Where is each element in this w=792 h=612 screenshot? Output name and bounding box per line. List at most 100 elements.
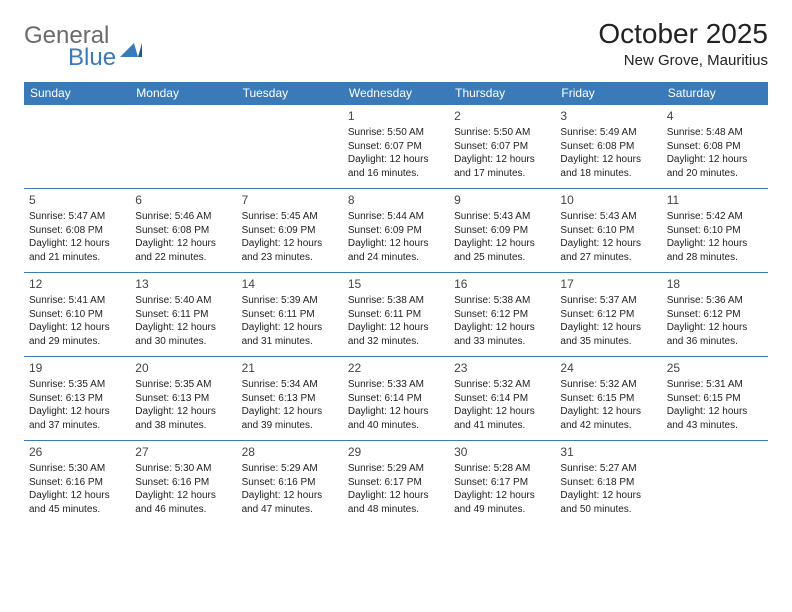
logo-text-blue: Blue bbox=[68, 44, 116, 72]
sunrise-line: Sunrise: 5:27 AM bbox=[560, 462, 656, 476]
sunrise-line: Sunrise: 5:47 AM bbox=[29, 210, 125, 224]
day-number: 2 bbox=[454, 108, 550, 124]
daylight-line: Daylight: 12 hours and 39 minutes. bbox=[242, 405, 338, 432]
daylight-line: Daylight: 12 hours and 22 minutes. bbox=[135, 237, 231, 264]
daylight-line: Daylight: 12 hours and 21 minutes. bbox=[29, 237, 125, 264]
calendar-day-cell: 18Sunrise: 5:36 AMSunset: 6:12 PMDayligh… bbox=[662, 273, 768, 357]
sunrise-line: Sunrise: 5:36 AM bbox=[667, 294, 763, 308]
sunrise-line: Sunrise: 5:38 AM bbox=[348, 294, 444, 308]
daylight-line: Daylight: 12 hours and 46 minutes. bbox=[135, 489, 231, 516]
calendar-day-cell: 24Sunrise: 5:32 AMSunset: 6:15 PMDayligh… bbox=[555, 357, 661, 441]
sunset-line: Sunset: 6:07 PM bbox=[454, 140, 550, 154]
sunrise-line: Sunrise: 5:34 AM bbox=[242, 378, 338, 392]
sunrise-line: Sunrise: 5:39 AM bbox=[242, 294, 338, 308]
day-number: 21 bbox=[242, 360, 338, 376]
calendar-table: SundayMondayTuesdayWednesdayThursdayFrid… bbox=[24, 82, 768, 525]
calendar-day-cell: 23Sunrise: 5:32 AMSunset: 6:14 PMDayligh… bbox=[449, 357, 555, 441]
calendar-day-cell: 7Sunrise: 5:45 AMSunset: 6:09 PMDaylight… bbox=[237, 189, 343, 273]
sunset-line: Sunset: 6:13 PM bbox=[242, 392, 338, 406]
sunset-line: Sunset: 6:18 PM bbox=[560, 476, 656, 490]
sunrise-line: Sunrise: 5:31 AM bbox=[667, 378, 763, 392]
daylight-line: Daylight: 12 hours and 37 minutes. bbox=[29, 405, 125, 432]
calendar-day-cell: 12Sunrise: 5:41 AMSunset: 6:10 PMDayligh… bbox=[24, 273, 130, 357]
location-label: New Grove, Mauritius bbox=[598, 52, 768, 69]
weekday-header: Wednesday bbox=[343, 82, 449, 105]
weekday-header: Thursday bbox=[449, 82, 555, 105]
daylight-line: Daylight: 12 hours and 47 minutes. bbox=[242, 489, 338, 516]
weekday-header: Saturday bbox=[662, 82, 768, 105]
calendar-day-cell: 14Sunrise: 5:39 AMSunset: 6:11 PMDayligh… bbox=[237, 273, 343, 357]
calendar-day-cell: 11Sunrise: 5:42 AMSunset: 6:10 PMDayligh… bbox=[662, 189, 768, 273]
weekday-header-row: SundayMondayTuesdayWednesdayThursdayFrid… bbox=[24, 82, 768, 105]
sunset-line: Sunset: 6:15 PM bbox=[560, 392, 656, 406]
weekday-header: Sunday bbox=[24, 82, 130, 105]
sunrise-line: Sunrise: 5:43 AM bbox=[560, 210, 656, 224]
calendar-day-cell: 19 Sunrise: 5:35 AMSunset: 6:13 PMDayligh… bbox=[24, 357, 130, 441]
sunset-line: Sunset: 6:13 PM bbox=[29, 392, 125, 406]
sunset-line: Sunset: 6:16 PM bbox=[29, 476, 125, 490]
sunset-line: Sunset: 6:08 PM bbox=[29, 224, 125, 238]
day-number: 3 bbox=[560, 108, 656, 124]
sunrise-line: Sunrise: 5:46 AM bbox=[135, 210, 231, 224]
calendar-day-cell: 28Sunrise: 5:29 AMSunset: 6:16 PMDayligh… bbox=[237, 441, 343, 525]
calendar-day-cell: 10Sunrise: 5:43 AMSunset: 6:10 PMDayligh… bbox=[555, 189, 661, 273]
daylight-line: Daylight: 12 hours and 41 minutes. bbox=[454, 405, 550, 432]
sunrise-line: Sunrise: 5:32 AM bbox=[454, 378, 550, 392]
sunset-line: Sunset: 6:12 PM bbox=[667, 308, 763, 322]
calendar-day-cell: 16Sunrise: 5:38 AMSunset: 6:12 PMDayligh… bbox=[449, 273, 555, 357]
sunrise-line: Sunrise: 5:50 AM bbox=[454, 126, 550, 140]
daylight-line: Daylight: 12 hours and 49 minutes. bbox=[454, 489, 550, 516]
sunrise-line: Sunrise: 5:44 AM bbox=[348, 210, 444, 224]
sunset-line: Sunset: 6:17 PM bbox=[454, 476, 550, 490]
day-number: 29 bbox=[348, 444, 444, 460]
day-number: 14 bbox=[242, 276, 338, 292]
daylight-line: Daylight: 12 hours and 50 minutes. bbox=[560, 489, 656, 516]
sunrise-line: Sunrise: 5:48 AM bbox=[667, 126, 763, 140]
daylight-line: Daylight: 12 hours and 17 minutes. bbox=[454, 153, 550, 180]
sunset-line: Sunset: 6:08 PM bbox=[135, 224, 231, 238]
day-number: 13 bbox=[135, 276, 231, 292]
day-number: 6 bbox=[135, 192, 231, 208]
logo-sail-icon bbox=[120, 43, 138, 57]
sunset-line: Sunset: 6:14 PM bbox=[348, 392, 444, 406]
day-number: 10 bbox=[560, 192, 656, 208]
calendar-day-cell: 26Sunrise: 5:30 AMSunset: 6:16 PMDayligh… bbox=[24, 441, 130, 525]
sunrise-line: Sunrise: 5:32 AM bbox=[560, 378, 656, 392]
day-number: 25 bbox=[667, 360, 763, 376]
daylight-line: Daylight: 12 hours and 48 minutes. bbox=[348, 489, 444, 516]
calendar-day-cell: 13Sunrise: 5:40 AMSunset: 6:11 PMDayligh… bbox=[130, 273, 236, 357]
daylight-line: Daylight: 12 hours and 31 minutes. bbox=[242, 321, 338, 348]
day-number: 7 bbox=[242, 192, 338, 208]
day-number: 4 bbox=[667, 108, 763, 124]
daylight-line: Daylight: 12 hours and 43 minutes. bbox=[667, 405, 763, 432]
day-number: 27 bbox=[135, 444, 231, 460]
calendar-day-cell: 29Sunrise: 5:29 AMSunset: 6:17 PMDayligh… bbox=[343, 441, 449, 525]
sunrise-line: Sunrise: 5:35 AM bbox=[135, 378, 231, 392]
daylight-line: Daylight: 12 hours and 40 minutes. bbox=[348, 405, 444, 432]
sunrise-line: Sunrise: 5:29 AM bbox=[348, 462, 444, 476]
sunrise-line: Sunrise: 5:33 AM bbox=[348, 378, 444, 392]
sunset-line: Sunset: 6:10 PM bbox=[560, 224, 656, 238]
sunrise-line: Sunrise: 5:30 AM bbox=[135, 462, 231, 476]
sunset-line: Sunset: 6:11 PM bbox=[348, 308, 444, 322]
calendar-day-cell bbox=[237, 105, 343, 189]
daylight-line: Daylight: 12 hours and 20 minutes. bbox=[667, 153, 763, 180]
daylight-line: Daylight: 12 hours and 25 minutes. bbox=[454, 237, 550, 264]
daylight-line: Daylight: 12 hours and 16 minutes. bbox=[348, 153, 444, 180]
calendar-day-cell: 5 Sunrise: 5:47 AMSunset: 6:08 PMDaylight… bbox=[24, 189, 130, 273]
sunset-line: Sunset: 6:09 PM bbox=[242, 224, 338, 238]
sunrise-line: Sunrise: 5:43 AM bbox=[454, 210, 550, 224]
sunrise-line: Sunrise: 5:41 AM bbox=[29, 294, 125, 308]
day-number: 5 bbox=[29, 192, 125, 208]
sunset-line: Sunset: 6:09 PM bbox=[348, 224, 444, 238]
sunset-line: Sunset: 6:10 PM bbox=[667, 224, 763, 238]
calendar-week-row: 12Sunrise: 5:41 AMSunset: 6:10 PMDayligh… bbox=[24, 273, 768, 357]
sunrise-line: Sunrise: 5:35 AM bbox=[29, 378, 125, 392]
header: General Blue October 2025 New Grove, Mau… bbox=[24, 18, 768, 72]
calendar-day-cell: 27 Sunrise: 5:30 AMSunset: 6:16 PMDayligh… bbox=[130, 441, 236, 525]
calendar-day-cell: 22Sunrise: 5:33 AMSunset: 6:14 PMDayligh… bbox=[343, 357, 449, 441]
sunset-line: Sunset: 6:16 PM bbox=[135, 476, 231, 490]
day-number: 19 bbox=[29, 360, 125, 376]
day-number: 8 bbox=[348, 192, 444, 208]
sunset-line: Sunset: 6:15 PM bbox=[667, 392, 763, 406]
